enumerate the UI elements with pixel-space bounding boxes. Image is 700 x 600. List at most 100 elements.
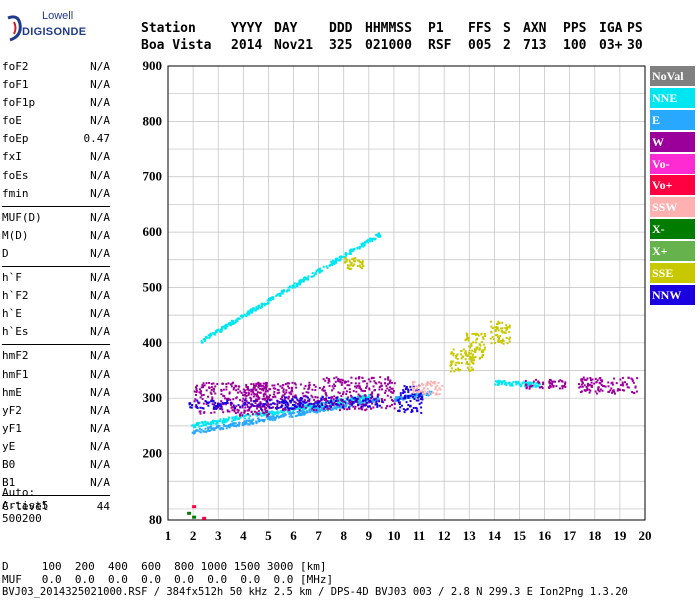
data-point-sse xyxy=(474,356,477,359)
data-point-w xyxy=(350,400,353,403)
x-tick-label: 6 xyxy=(290,528,297,543)
data-point-nne xyxy=(249,309,252,312)
data-point-nnw xyxy=(320,398,323,401)
data-point-nnw xyxy=(402,408,405,411)
data-point-nne xyxy=(221,327,224,330)
data-point-nne xyxy=(259,306,262,309)
data-point-w xyxy=(313,384,316,387)
data-point-w xyxy=(301,404,304,407)
data-point-nnw xyxy=(398,403,401,406)
param-value: N/A xyxy=(90,96,110,110)
data-point-sse xyxy=(466,354,469,357)
data-point-w xyxy=(541,387,544,390)
header-value-iga: 03+ xyxy=(599,38,623,53)
data-point-w xyxy=(282,394,285,397)
data-point-w xyxy=(263,386,266,389)
data-point-w xyxy=(375,382,378,385)
data-point-nne xyxy=(331,262,334,265)
data-point-w xyxy=(325,398,328,401)
data-point-w xyxy=(244,397,247,400)
data-point-e xyxy=(288,415,291,418)
data-point-nnw xyxy=(207,404,210,407)
legend-item-nnw: NNW xyxy=(650,284,695,305)
data-point-w xyxy=(324,403,327,406)
data-point-nne xyxy=(303,407,306,410)
x-tick-label: 3 xyxy=(215,528,222,543)
data-point-e xyxy=(272,415,275,418)
data-point-nnw xyxy=(397,399,400,402)
data-point-w xyxy=(308,381,311,384)
data-point-nne xyxy=(286,410,289,413)
data-point-ssw xyxy=(419,390,422,393)
data-point-w xyxy=(214,392,217,395)
data-point-nne xyxy=(338,256,341,259)
data-point-ssw xyxy=(412,391,415,394)
data-point-nnw xyxy=(352,397,355,400)
data-point-nne xyxy=(330,260,333,263)
data-point-nne xyxy=(249,415,252,418)
data-point-w xyxy=(328,407,331,410)
data-point-w xyxy=(271,384,274,387)
data-point-w xyxy=(202,386,205,389)
data-point-nne xyxy=(318,271,321,274)
data-point-w xyxy=(558,387,561,390)
header-label-day: DAY xyxy=(274,21,298,36)
data-point-sse xyxy=(475,332,478,335)
logo-lowell-text: Lowell xyxy=(42,10,74,22)
param-divider xyxy=(2,205,110,207)
data-point-w xyxy=(622,384,625,387)
data-point-w xyxy=(354,382,357,385)
data-point-w xyxy=(323,397,326,400)
data-point-w xyxy=(258,382,261,385)
data-point-sse xyxy=(478,348,481,351)
data-point-w xyxy=(348,391,351,394)
data-point-nne xyxy=(361,243,364,246)
data-point-ssw xyxy=(424,390,427,393)
data-point-nnw xyxy=(421,398,424,401)
data-point-w xyxy=(266,389,269,392)
data-point-nnw xyxy=(289,407,292,410)
data-point-nnw xyxy=(271,402,274,405)
data-point-w xyxy=(224,397,227,400)
data-point-nnw xyxy=(317,405,320,408)
data-point-e xyxy=(223,424,226,427)
data-point-w xyxy=(599,388,602,391)
data-point-w xyxy=(266,409,269,412)
data-point-w xyxy=(621,381,624,384)
file-info-line: BVJ03_2014325021000.RSF / 384fx512h 50 k… xyxy=(2,586,628,598)
data-point-sse xyxy=(495,323,498,326)
data-point-w xyxy=(630,377,633,380)
data-point-sse xyxy=(502,342,505,345)
data-point-nne xyxy=(304,404,307,407)
data-point-w xyxy=(625,383,628,386)
data-point-nnw xyxy=(375,403,378,406)
data-point-nne xyxy=(279,410,282,413)
data-point-w xyxy=(532,380,535,383)
param-row: C-level 44 xyxy=(2,498,110,516)
data-point-w xyxy=(386,405,389,408)
x-tick-label: 4 xyxy=(240,528,247,543)
data-point-w xyxy=(361,405,364,408)
data-point-nne xyxy=(338,398,341,401)
data-point-w xyxy=(314,389,317,392)
data-point-nne xyxy=(367,395,370,398)
data-point-w xyxy=(246,403,249,406)
data-point-e xyxy=(320,408,323,411)
data-point-w xyxy=(287,385,290,388)
data-point-sse xyxy=(476,333,479,336)
data-point-nnw xyxy=(285,400,288,403)
data-point-nnw xyxy=(201,407,204,410)
data-point-nne xyxy=(282,289,285,292)
data-point-nnw xyxy=(278,400,281,403)
y-tick-label: 400 xyxy=(143,335,163,350)
data-point-sse xyxy=(460,349,463,352)
data-point-w xyxy=(237,388,240,391)
data-point-w xyxy=(380,406,383,409)
data-point-w xyxy=(287,397,290,400)
data-point-w xyxy=(242,388,245,391)
data-point-nne xyxy=(264,302,267,305)
data-point-nnw xyxy=(217,405,220,408)
data-point-w xyxy=(225,403,228,406)
data-point-nne xyxy=(208,334,211,337)
